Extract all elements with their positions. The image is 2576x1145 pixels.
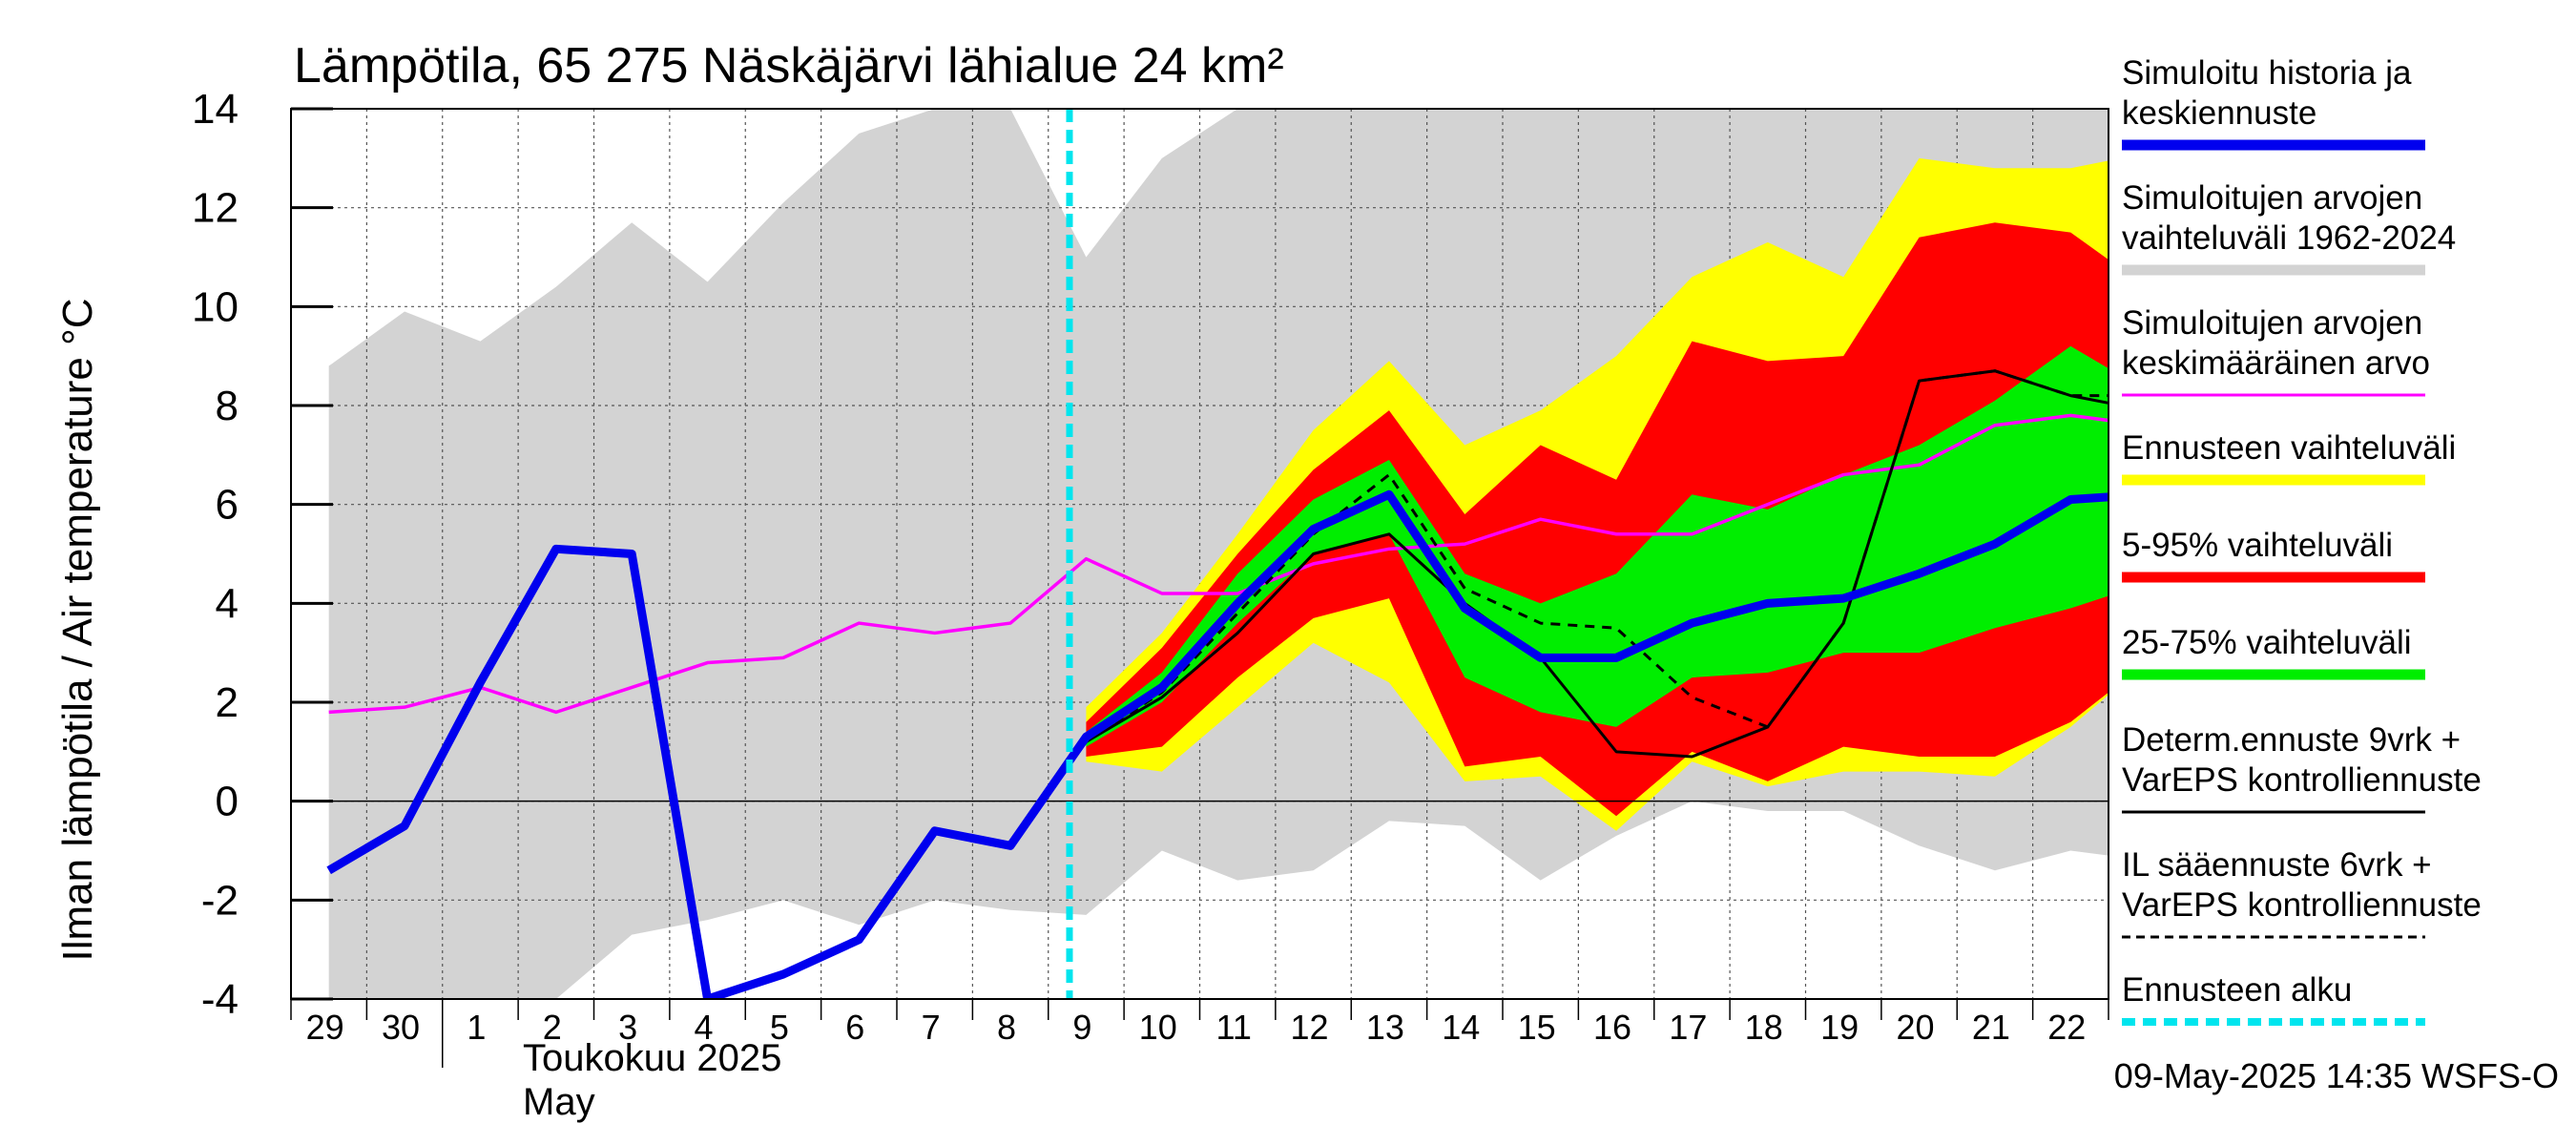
legend-label-p5_95-0: 5-95% vaihteluväli: [2122, 527, 2393, 564]
legend-label-range-1: vaihteluväli 1962-2024: [2122, 219, 2456, 257]
timestamp: 09-May-2025 14:35 WSFS-O: [2114, 1056, 2559, 1095]
x-tick-label-6: 5: [770, 1008, 789, 1047]
legend-item-forecast_start: Ennusteen alku: [2122, 971, 2425, 1026]
mean-line: [328, 413, 2109, 715]
x-tick-label-18: 17: [1669, 1008, 1707, 1047]
x-tick-label-14: 13: [1366, 1008, 1404, 1047]
legend-label-range-0: Simuloitujen arvojen: [2122, 179, 2422, 217]
x-tick-label-22: 21: [1972, 1008, 2010, 1047]
y-tick-label-9: 14: [192, 86, 239, 133]
chart-title: Lämpötila, 65 275 Näskäjärvi lähialue 24…: [294, 38, 1284, 94]
y-tick-label-7: 10: [192, 283, 239, 330]
legend-item-ensemble: Ennusteen vaihteluväli: [2122, 429, 2456, 486]
x-axis-month-label: Toukokuu 2025: [523, 1037, 781, 1079]
x-tick-label-20: 19: [1820, 1008, 1859, 1047]
x-tick-label-9: 8: [997, 1008, 1016, 1047]
x-tick-label-19: 18: [1745, 1008, 1783, 1047]
legend-label-history-1: keskiennuste: [2122, 94, 2316, 132]
plot-series: [291, 109, 2109, 999]
y-tick-label-5: 6: [216, 482, 239, 529]
x-tick-label-15: 14: [1442, 1008, 1480, 1047]
y-tick-label-6: 8: [216, 383, 239, 429]
y-tick-label-4: 4: [216, 580, 239, 627]
x-tick-label-12: 11: [1216, 1008, 1252, 1047]
y-tick-label-2: 0: [216, 779, 239, 825]
y-tick-label-0: -4: [201, 976, 239, 1023]
y-tick-label-8: 12: [192, 185, 239, 232]
x-tick-label-1: 30: [382, 1008, 420, 1047]
x-tick-label-10: 9: [1072, 1008, 1091, 1047]
legend: Simuloitu historia jakeskiennusteSimuloi…: [2122, 54, 2482, 1026]
legend-item-p5_95: 5-95% vaihteluväli: [2122, 527, 2425, 583]
x-tick-label-13: 12: [1291, 1008, 1329, 1047]
x-axis-month-label-en: May: [523, 1081, 595, 1123]
legend-label-il-1: VarEPS kontrolliennuste: [2122, 886, 2482, 924]
y-axis-label: Ilman lämpötila / Air temperature °C: [54, 299, 101, 962]
y-tick-label-1: -2: [201, 877, 239, 924]
x-tick-label-4: 3: [618, 1008, 637, 1047]
x-tick-label-8: 7: [922, 1008, 941, 1047]
x-tick-label-5: 4: [695, 1008, 714, 1047]
legend-label-il-0: IL sääennuste 6vrk +: [2122, 846, 2432, 884]
legend-item-p25_75: 25-75% vaihteluväli: [2122, 624, 2425, 680]
legend-label-ensemble-0: Ennusteen vaihteluväli: [2122, 429, 2456, 467]
history-forecast-line: [326, 489, 2109, 999]
legend-item-il: IL sääennuste 6vrk + VarEPS kontrollienn…: [2122, 846, 2482, 939]
legend-label-determ-1: VarEPS kontrolliennuste: [2122, 761, 2482, 799]
p25-75-band: [1086, 345, 2109, 747]
legend-label-forecast_start-0: Ennusteen alku: [2122, 971, 2352, 1009]
y-tick-label-3: 2: [216, 679, 239, 726]
legend-item-determ: Determ.ennuste 9vrk +VarEPS kontrollienn…: [2122, 721, 2482, 814]
x-tick-label-11: 10: [1139, 1008, 1177, 1047]
p5-95-band: [1086, 222, 2109, 817]
x-tick-label-16: 15: [1518, 1008, 1556, 1047]
x-tick-label-0: 29: [306, 1008, 344, 1047]
x-tick-label-17: 16: [1593, 1008, 1631, 1047]
x-tick-label-3: 2: [543, 1008, 562, 1047]
x-tick-label-7: 6: [845, 1008, 864, 1047]
x-tick-label-2: 1: [467, 1008, 486, 1047]
x-tick-label-23: 22: [2047, 1008, 2086, 1047]
legend-label-mean-1: keskimääräinen arvo: [2122, 344, 2430, 382]
legend-label-determ-0: Determ.ennuste 9vrk +: [2122, 721, 2461, 759]
legend-label-p25_75-0: 25-75% vaihteluväli: [2122, 624, 2412, 661]
legend-label-history-0: Simuloitu historia ja: [2122, 54, 2412, 92]
grid: [291, 109, 2109, 999]
legend-label-mean-0: Simuloitujen arvojen: [2122, 304, 2422, 342]
x-tick-label-21: 20: [1897, 1008, 1935, 1047]
